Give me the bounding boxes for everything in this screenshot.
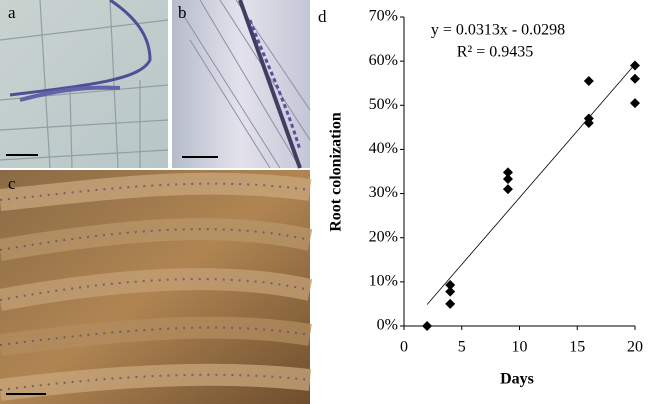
r-squared: R² = 0.9435 (457, 44, 534, 61)
y-tick-label: 0% (377, 317, 398, 334)
y-tick-label: 60% (369, 52, 398, 69)
y-tick-label: 30% (369, 184, 398, 201)
data-point (445, 279, 456, 290)
panel-label: b (178, 3, 187, 22)
data-point (502, 174, 513, 185)
data-point (583, 76, 594, 87)
data-point (445, 298, 456, 309)
data-point (445, 286, 456, 297)
x-tick-label: 0 (400, 339, 408, 356)
data-point (502, 167, 513, 178)
y-tick-label: 20% (369, 228, 398, 245)
data-point (583, 117, 594, 128)
y-tick-label: 50% (369, 96, 398, 113)
data-point (502, 184, 513, 195)
x-tick-label: 10 (512, 339, 528, 356)
equation: y = 0.0313x - 0.0298 (431, 22, 565, 39)
y-tick-label: 40% (369, 140, 398, 157)
data-point (630, 73, 640, 84)
data-point (422, 321, 433, 331)
panel-label: c (8, 174, 16, 193)
micrograph-b: b (172, 0, 311, 169)
y-axis-label: Root colonization (328, 112, 345, 232)
trendline (426, 64, 636, 305)
x-tick-label: 15 (569, 339, 585, 356)
panel-label: a (8, 3, 16, 22)
micrograph-c: c (0, 170, 313, 404)
panel-label: d (318, 7, 327, 26)
y-tick-label: 70% (369, 8, 398, 25)
data-point (630, 60, 640, 71)
y-tick-label: 10% (369, 273, 398, 290)
data-point (630, 98, 640, 109)
x-axis-label: Days (500, 371, 534, 388)
x-tick-label: 20 (627, 339, 643, 356)
x-tick-label: 5 (458, 339, 466, 356)
micrograph-a: a (0, 0, 169, 169)
